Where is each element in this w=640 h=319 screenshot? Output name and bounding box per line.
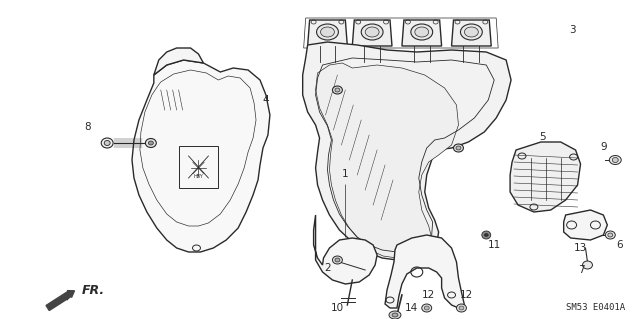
Polygon shape	[564, 210, 607, 240]
Text: 13: 13	[574, 243, 587, 253]
Ellipse shape	[608, 233, 612, 237]
Ellipse shape	[456, 146, 461, 150]
Text: 4: 4	[262, 95, 269, 105]
Text: FR.: FR.	[81, 284, 104, 296]
Text: 5: 5	[540, 132, 546, 142]
Text: 2: 2	[324, 263, 331, 273]
Text: 1: 1	[342, 169, 349, 179]
Polygon shape	[352, 20, 392, 46]
Text: HBY: HBY	[193, 174, 204, 179]
Ellipse shape	[335, 88, 340, 92]
Text: 7: 7	[578, 265, 585, 275]
Ellipse shape	[456, 304, 467, 312]
Ellipse shape	[459, 306, 464, 310]
Ellipse shape	[392, 313, 398, 317]
Ellipse shape	[332, 86, 342, 94]
Text: 6: 6	[616, 240, 623, 250]
Ellipse shape	[612, 158, 618, 162]
Ellipse shape	[361, 24, 383, 40]
Text: 8: 8	[84, 122, 91, 132]
Text: 3: 3	[570, 25, 576, 35]
Text: 12: 12	[460, 290, 473, 300]
Ellipse shape	[422, 304, 432, 312]
Text: 11: 11	[488, 240, 501, 250]
Ellipse shape	[411, 24, 433, 40]
Ellipse shape	[365, 27, 379, 37]
Text: 9: 9	[600, 142, 607, 152]
Text: 10: 10	[331, 303, 344, 313]
Ellipse shape	[424, 306, 429, 310]
Ellipse shape	[460, 24, 483, 40]
Text: SM53 E0401A: SM53 E0401A	[566, 303, 625, 313]
Text: 14: 14	[405, 303, 419, 313]
Polygon shape	[402, 20, 442, 46]
Polygon shape	[132, 60, 270, 252]
Polygon shape	[308, 20, 348, 46]
Ellipse shape	[454, 144, 463, 152]
Ellipse shape	[104, 140, 110, 145]
Ellipse shape	[101, 138, 113, 148]
Ellipse shape	[332, 256, 342, 264]
Polygon shape	[154, 48, 204, 75]
Ellipse shape	[389, 311, 401, 319]
Polygon shape	[316, 63, 458, 258]
Ellipse shape	[415, 27, 429, 37]
Ellipse shape	[484, 234, 488, 236]
FancyArrow shape	[46, 291, 74, 310]
Ellipse shape	[145, 138, 156, 147]
Ellipse shape	[148, 141, 154, 145]
Text: 12: 12	[422, 290, 435, 300]
Polygon shape	[303, 42, 511, 260]
Polygon shape	[452, 20, 492, 46]
Polygon shape	[385, 235, 465, 308]
Ellipse shape	[465, 27, 478, 37]
Polygon shape	[314, 215, 377, 284]
Ellipse shape	[335, 258, 340, 262]
Ellipse shape	[482, 231, 491, 239]
Ellipse shape	[605, 231, 615, 239]
Ellipse shape	[321, 27, 335, 37]
Polygon shape	[510, 142, 580, 212]
Ellipse shape	[609, 155, 621, 165]
Ellipse shape	[317, 24, 339, 40]
Ellipse shape	[582, 261, 593, 269]
